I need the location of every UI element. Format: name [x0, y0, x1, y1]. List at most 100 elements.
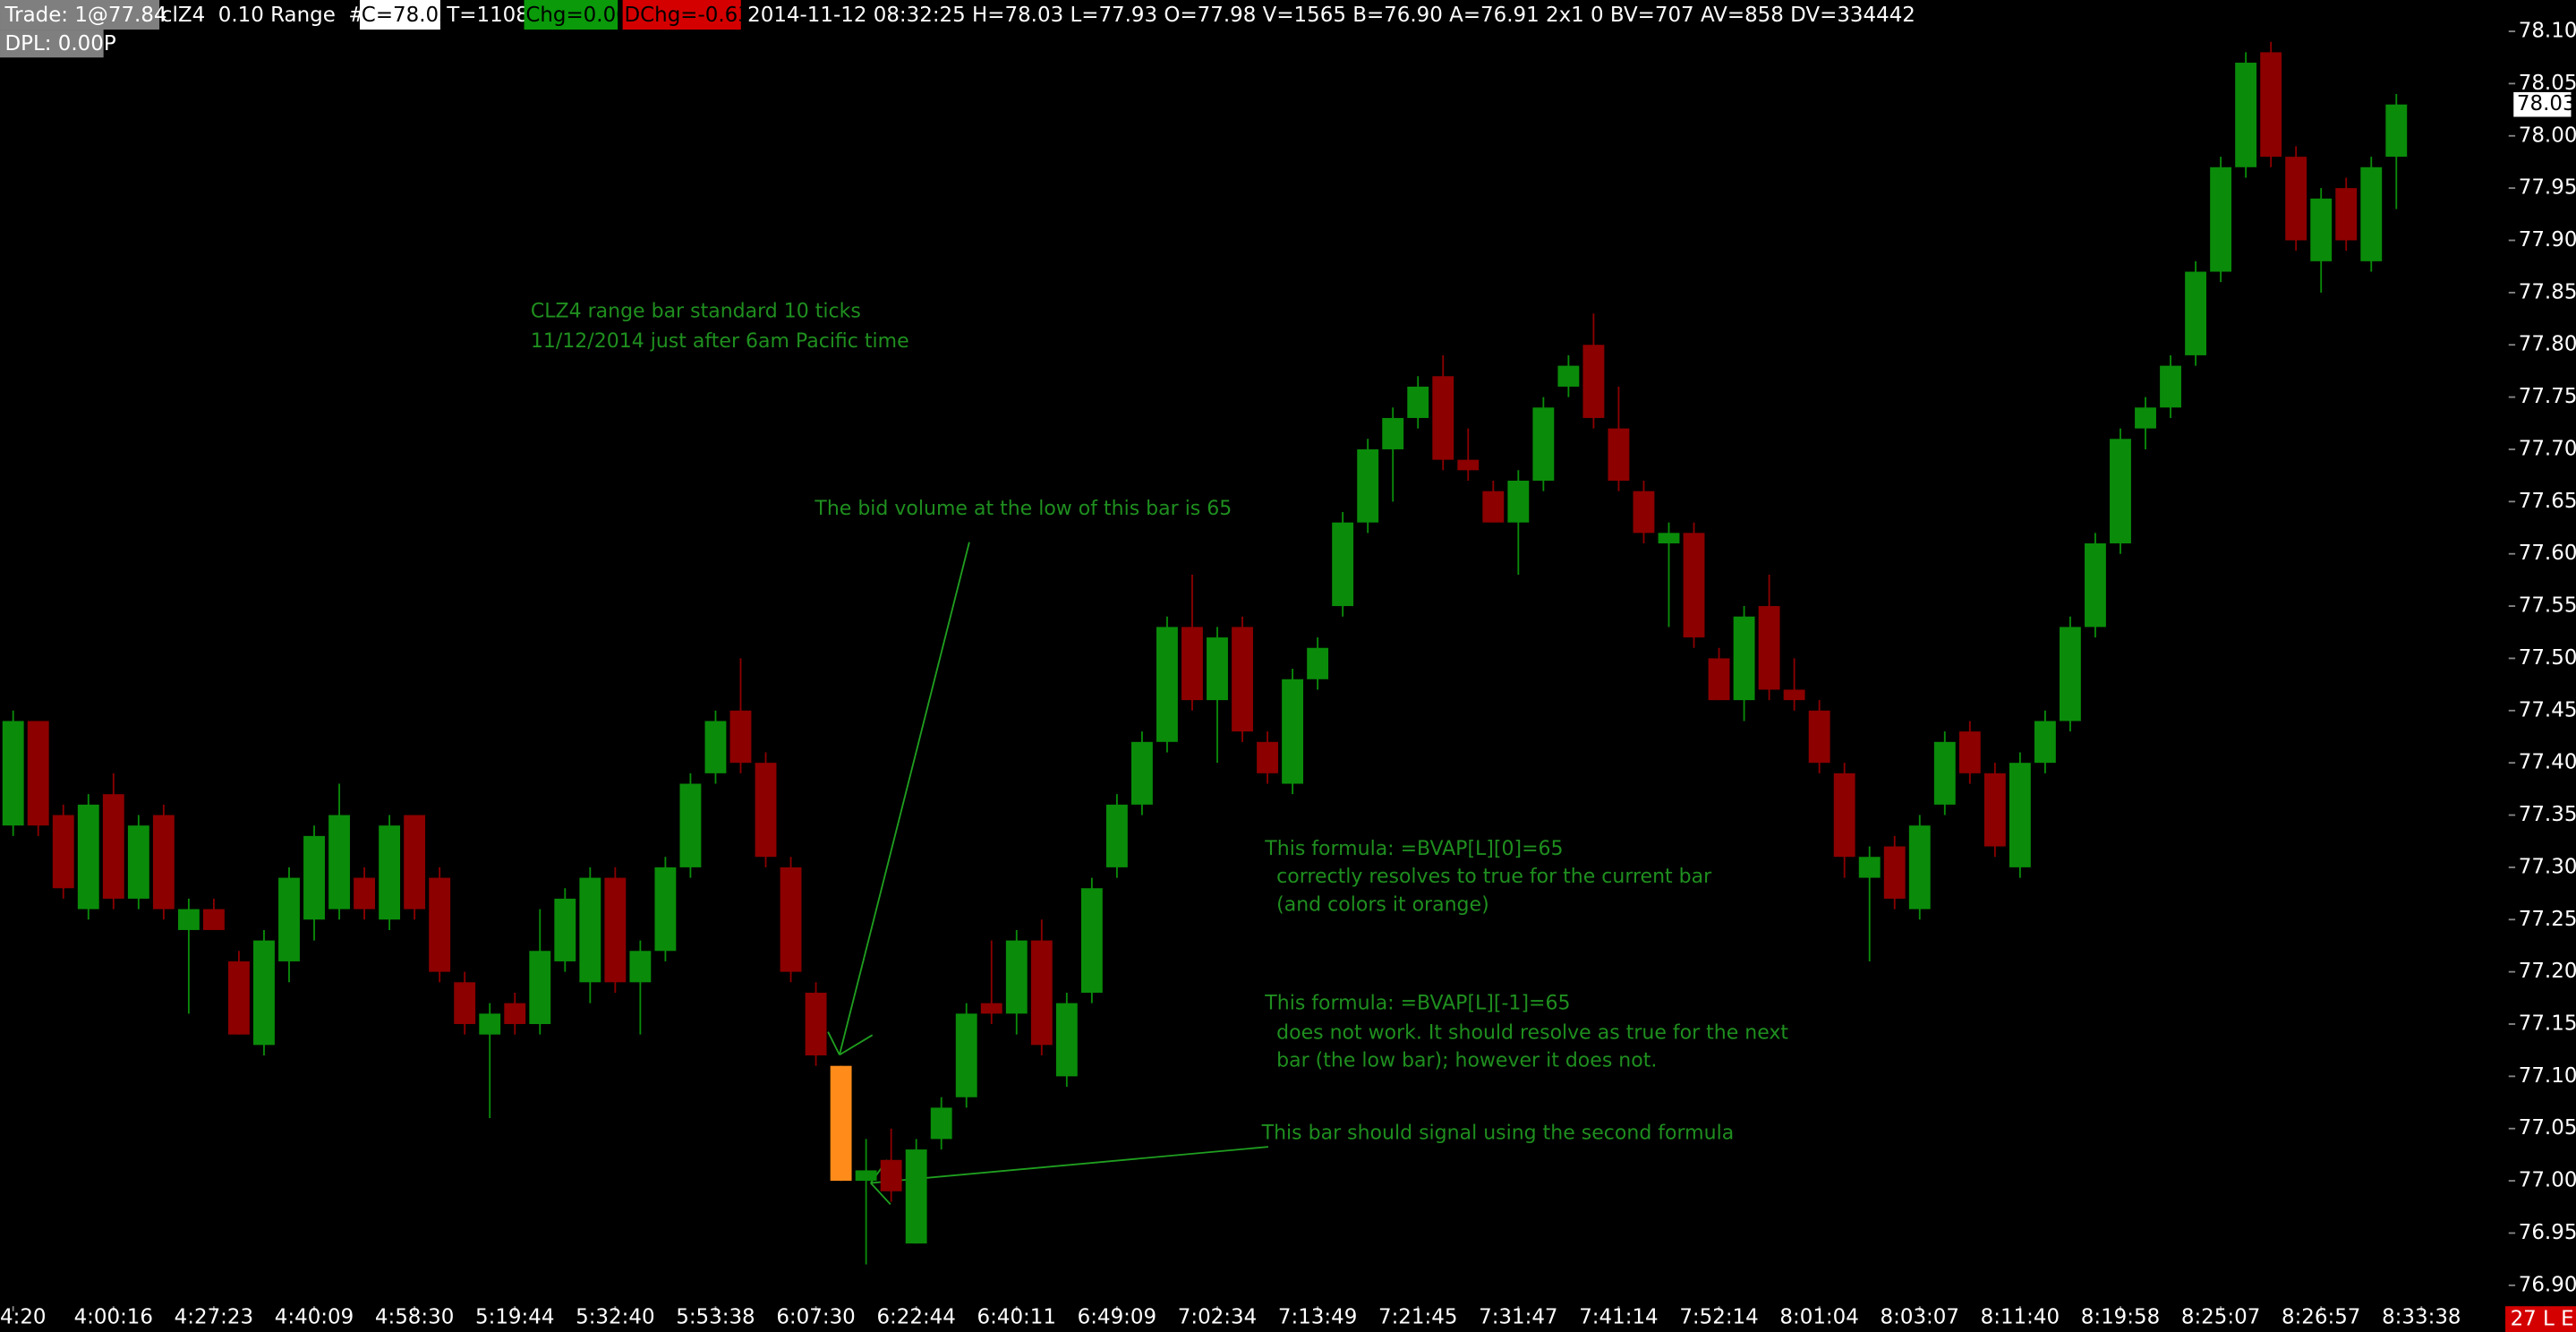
candle-body: [27, 721, 49, 826]
candle-body: [1005, 940, 1028, 1014]
candle-body: [2009, 763, 2031, 867]
x-tick-label: 5:32:40: [576, 1306, 654, 1329]
candle-body: [1307, 647, 1329, 679]
x-tick-label: 4:27:23: [175, 1306, 253, 1329]
candle-body: [1683, 533, 1705, 638]
candle-body: [2385, 104, 2408, 158]
candle-body: [604, 877, 627, 983]
order-status: 27 L E: [2511, 1307, 2574, 1330]
x-tick-label: 4:00:16: [74, 1306, 153, 1329]
y-tick-label: 77.55: [2519, 594, 2576, 618]
candle-body: [1382, 417, 1404, 449]
change-bg: [524, 0, 618, 30]
y-tick-label: 77.00: [2519, 1169, 2576, 1192]
x-tick-label: 6:22:44: [876, 1306, 955, 1329]
details: 2014-11-12 08:32:25 H=78.03 L=77.93 O=77…: [747, 4, 1915, 27]
x-tick-label: 8:33:38: [2382, 1306, 2461, 1329]
candle-body: [1332, 522, 1354, 607]
y-tick-label: 77.70: [2519, 437, 2576, 460]
y-tick-label: 78.00: [2519, 124, 2576, 147]
x-tick-label: 5:53:38: [676, 1306, 755, 1329]
x-tick-label: 7:41:14: [1579, 1306, 1658, 1329]
candle-body: [905, 1149, 927, 1244]
x-tick-label: 8:26:57: [2282, 1306, 2360, 1329]
candle-body: [1282, 679, 1304, 784]
annotation: CLZ4 range bar standard 10 ticks: [531, 301, 861, 323]
x-tick-label: 4:20: [0, 1306, 47, 1329]
candle-body: [253, 940, 275, 1046]
candle-body: [2060, 627, 2081, 722]
change: Chg=0.06: [525, 4, 628, 27]
candle-body: [102, 794, 124, 899]
candle-body: [1708, 658, 1730, 701]
x-tick-label: 7:31:47: [1479, 1306, 1557, 1329]
candle-body: [1432, 376, 1454, 460]
candle-body: [2, 721, 24, 826]
candle-body: [177, 909, 200, 930]
candle-body: [554, 898, 576, 961]
candle-body: [629, 951, 652, 983]
y-tick-label: 77.65: [2519, 490, 2576, 513]
candle-body: [52, 815, 74, 889]
y-tick-label: 77.45: [2519, 698, 2576, 722]
order-status-bg: [2505, 1306, 2576, 1332]
x-tick-label: 6:40:11: [977, 1306, 1056, 1329]
candle-body: [1933, 741, 1956, 805]
y-tick-label: 77.40: [2519, 751, 2576, 774]
y-tick-label: 77.10: [2519, 1064, 2576, 1088]
y-tick-label: 77.15: [2519, 1012, 2576, 1035]
candle-body: [1482, 491, 1505, 523]
y-tick-label: 77.35: [2519, 803, 2576, 826]
candle-body: [729, 710, 752, 764]
candle-body: [152, 815, 175, 909]
candle-body: [77, 804, 99, 909]
candle-body: [1958, 731, 1981, 773]
annotation: This formula: =BVAP[L][-1]=65: [1264, 992, 1570, 1014]
candle-body: [880, 1159, 902, 1191]
candle-body: [303, 835, 325, 920]
y-tick-label: 77.85: [2519, 280, 2576, 303]
candle-body: [1105, 804, 1128, 867]
candle-body: [504, 1003, 526, 1024]
candle-body: [1733, 616, 1755, 701]
candle-body: [1055, 1003, 1078, 1077]
candle-body: [278, 877, 300, 961]
candle-body: [805, 992, 827, 1056]
candle-body: [2185, 271, 2206, 355]
candle-body: [2260, 52, 2282, 158]
x-tick-label: 8:01:04: [1779, 1306, 1858, 1329]
x-tick-label: 4:40:09: [275, 1306, 354, 1329]
y-tick-label: 76.90: [2519, 1273, 2576, 1296]
candle-body: [429, 877, 451, 972]
candle-body: [755, 763, 777, 858]
candle-body: [127, 825, 149, 899]
x-tick-label: 4:58:30: [375, 1306, 454, 1329]
x-tick-label: 8:25:07: [2181, 1306, 2260, 1329]
candle-body: [855, 1170, 877, 1182]
candle-body: [1030, 940, 1053, 1046]
symbol: clZ4 0.10 Range #5: [161, 4, 379, 27]
day-change-bg: [622, 0, 741, 30]
candle-body: [228, 961, 250, 1035]
candle-body: [1532, 407, 1555, 481]
candle-body: [1080, 888, 1103, 993]
y-tick-label: 77.50: [2519, 646, 2576, 670]
candle-body: [1983, 773, 2006, 847]
candle-body: [980, 1003, 1002, 1014]
y-tick-label: 77.90: [2519, 228, 2576, 252]
ticks: T=1108: [446, 4, 529, 27]
annotation: This formula: =BVAP[L][0]=65: [1264, 838, 1563, 860]
candle-body: [2360, 166, 2383, 261]
candle-body: [2285, 157, 2307, 241]
candle-body: [2135, 407, 2156, 429]
candle-body: [1457, 459, 1480, 471]
candle-body: [654, 867, 677, 952]
y-tick-label: 77.80: [2519, 333, 2576, 356]
annotation: (and colors it orange): [1276, 893, 1489, 916]
y-tick-label: 78.05: [2519, 72, 2576, 95]
candle-body: [679, 783, 702, 867]
candle-body: [1357, 448, 1379, 523]
candle-body: [354, 877, 376, 909]
